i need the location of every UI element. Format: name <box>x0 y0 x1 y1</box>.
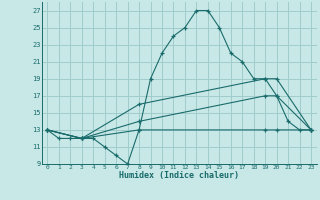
X-axis label: Humidex (Indice chaleur): Humidex (Indice chaleur) <box>119 171 239 180</box>
